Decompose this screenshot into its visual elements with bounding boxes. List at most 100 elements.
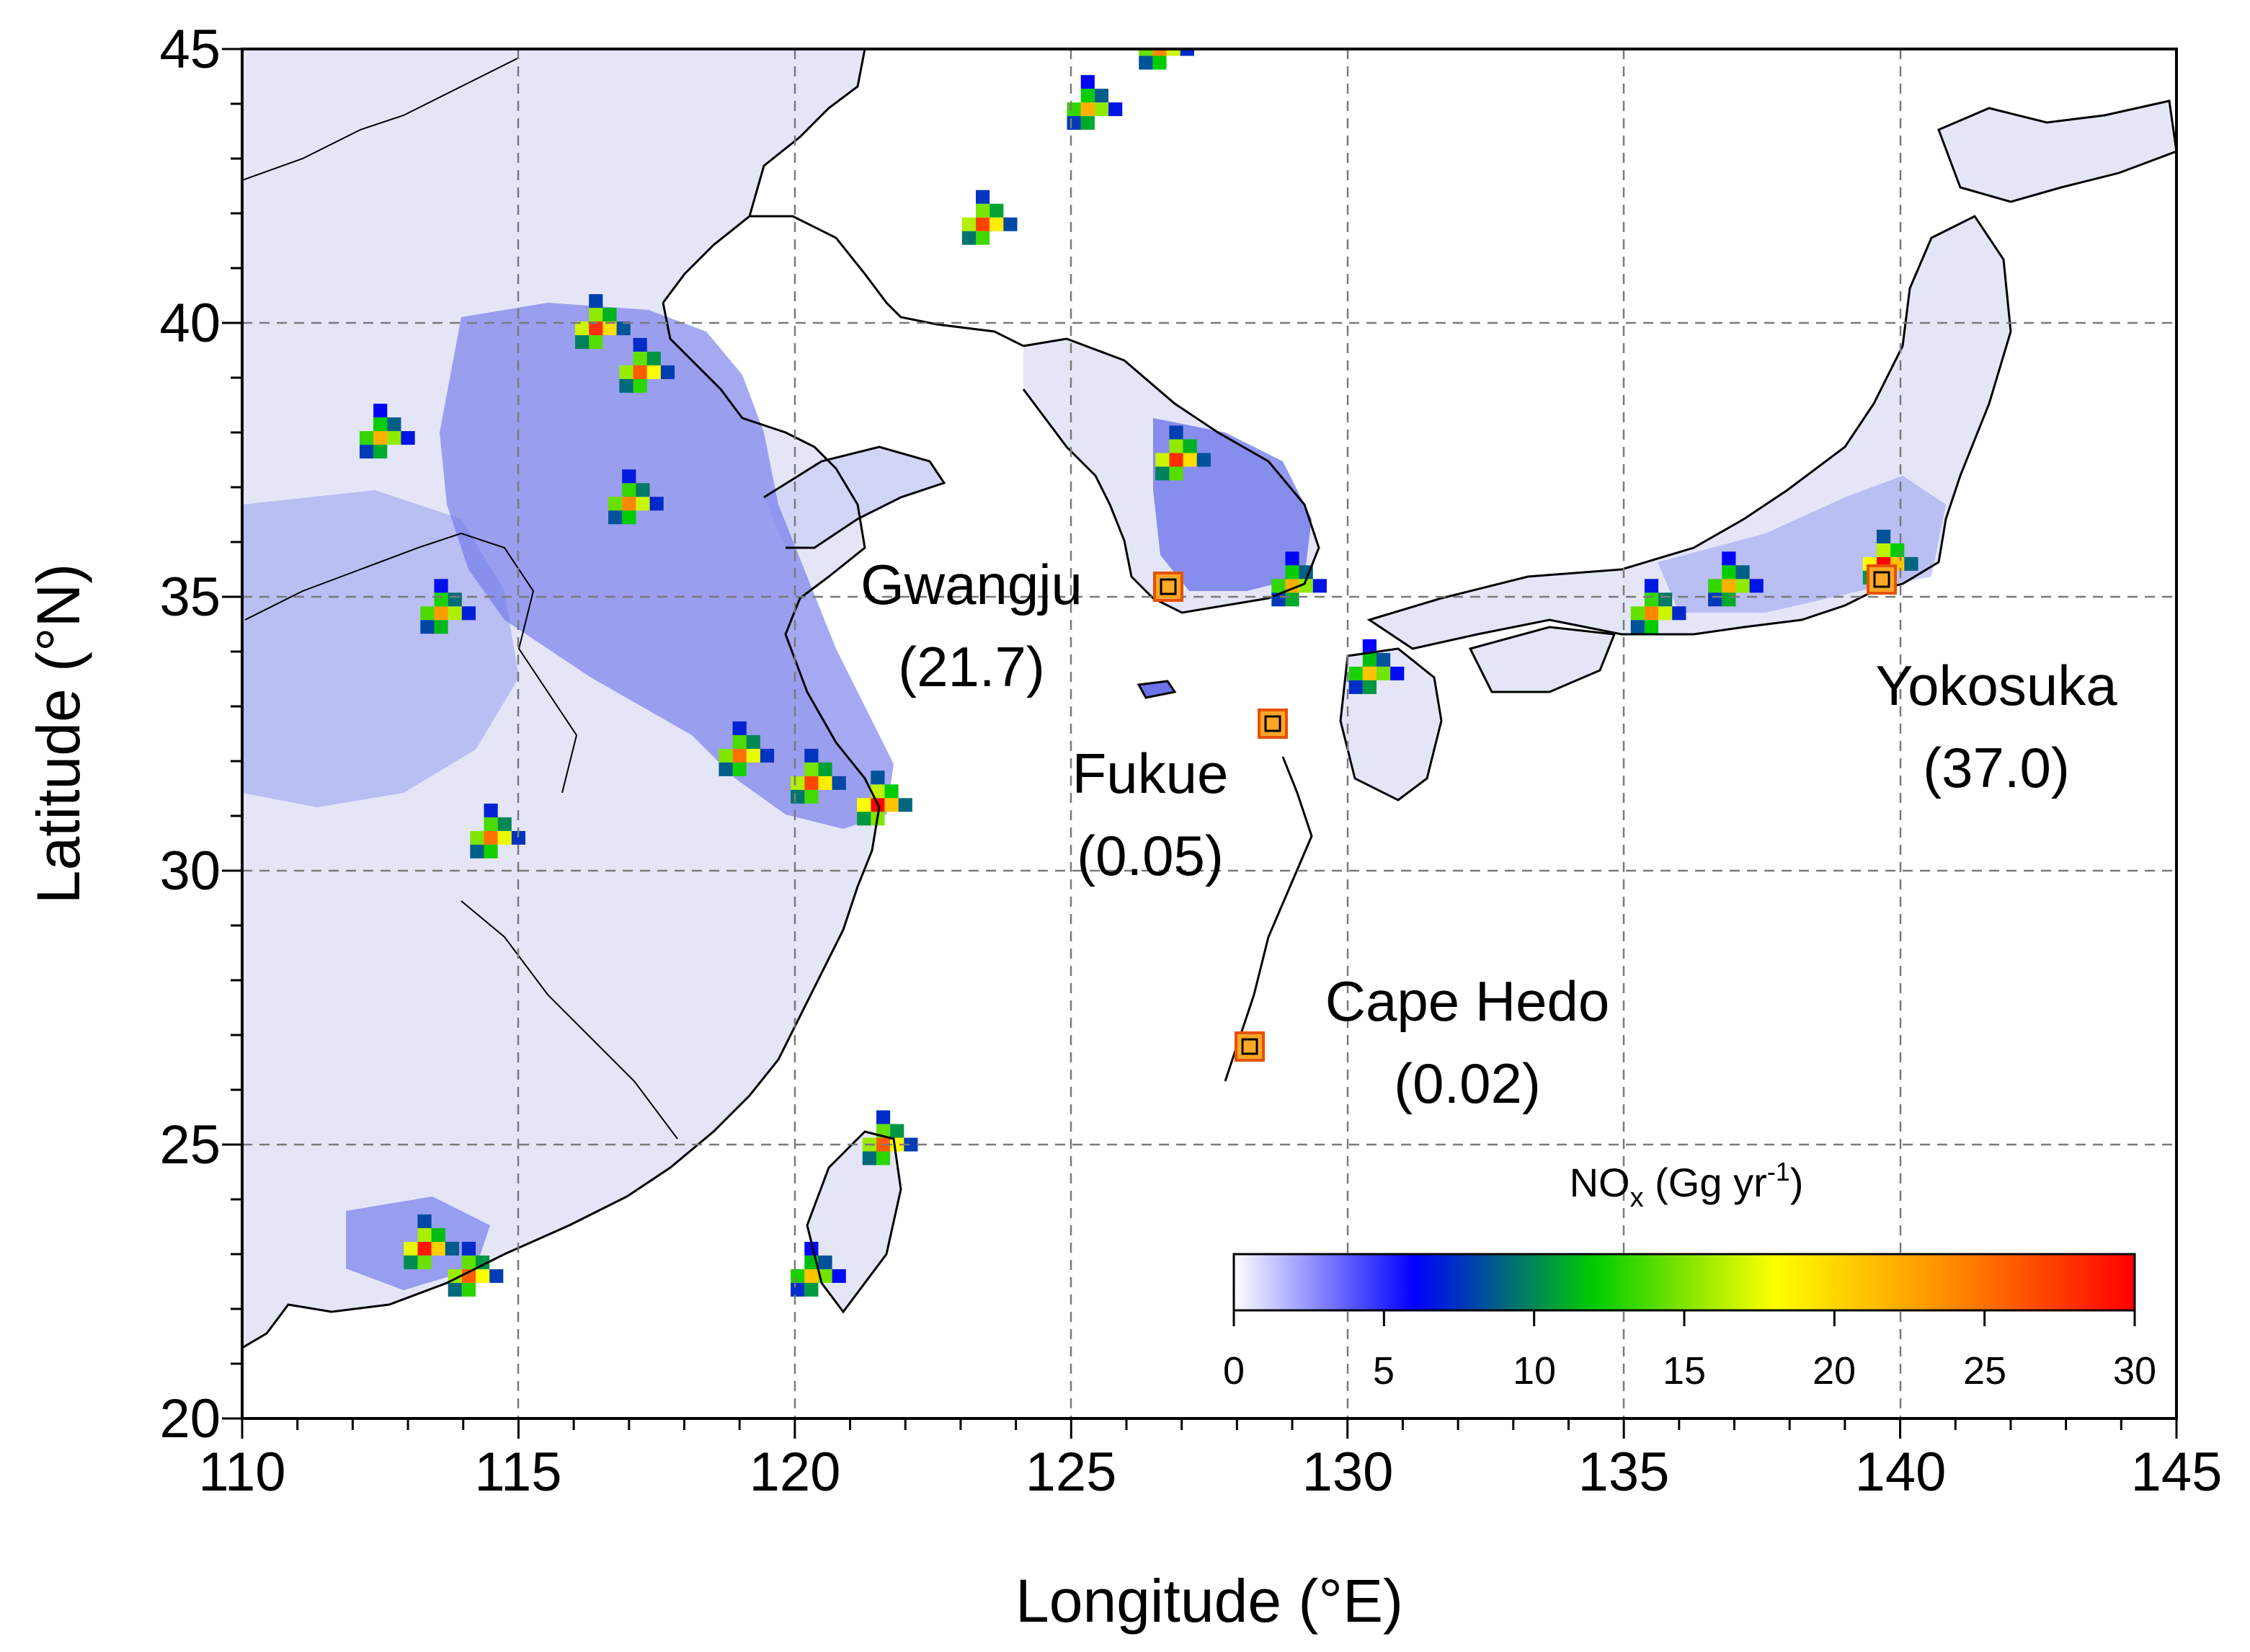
x-axis-title: Longitude (°E) <box>1015 1567 1403 1635</box>
emission-cell <box>1139 55 1153 70</box>
emission-cell <box>871 771 885 785</box>
cbar-label-10: 10 <box>1513 1349 1556 1393</box>
emission-cell <box>1196 453 1211 467</box>
bohai-coastline <box>662 49 866 303</box>
emission-cell <box>484 817 498 831</box>
axis-ticks <box>222 48 2178 1439</box>
emission-cell <box>1169 453 1183 467</box>
emission-cell <box>431 1227 445 1242</box>
y-tick-20: 20 <box>159 1388 221 1449</box>
emission-cells <box>161 15 1918 1297</box>
emission-cell <box>1080 102 1095 117</box>
emission-cell <box>448 1282 462 1297</box>
emission-cell <box>871 784 885 799</box>
emission-cell <box>622 497 636 511</box>
emission-cell <box>161 642 174 656</box>
emission-cell <box>1155 453 1170 467</box>
emission-cell <box>484 803 498 817</box>
site-cape-hedo-value: (0.02) <box>1394 1052 1541 1115</box>
emission-cell <box>732 734 747 749</box>
emission-cell <box>832 1269 846 1283</box>
cbar-label-30: 30 <box>2113 1349 2156 1393</box>
emission-cell <box>1376 652 1391 667</box>
x-tick-145: 145 <box>2131 1442 2223 1503</box>
emission-cell <box>636 497 650 511</box>
emission-cell <box>1067 116 1081 130</box>
korea-coastline <box>1022 337 1320 614</box>
emission-cell <box>359 431 374 445</box>
site-markers <box>1153 564 1897 1062</box>
emission-cell <box>1139 49 1153 56</box>
emission-cell <box>373 431 388 445</box>
emission-cell <box>448 606 462 621</box>
emission-cell <box>1348 680 1363 694</box>
emission-cell <box>791 776 805 790</box>
emission-cell <box>890 1124 904 1138</box>
inner-boundary-2 <box>244 532 578 794</box>
site-yokosuka-value: (37.0) <box>1923 736 2070 799</box>
emission-cell <box>646 365 661 379</box>
site-gwangju-name: Gwangju <box>861 553 1082 616</box>
emission-cell <box>1362 652 1377 667</box>
emission-cell <box>434 620 448 634</box>
emission-cell <box>1080 116 1095 130</box>
emission-cell <box>732 721 747 735</box>
taiwan-coastline <box>806 1130 902 1314</box>
x-tick-110: 110 <box>198 1442 285 1503</box>
emission-cell <box>484 830 498 845</box>
emission-cell <box>832 776 846 790</box>
emission-cell <box>489 1269 504 1283</box>
emission-cell <box>1080 75 1095 89</box>
emission-cell <box>904 1137 918 1152</box>
emission-cell <box>622 510 636 525</box>
emission-cell <box>1904 556 1918 571</box>
emission-cell <box>884 784 899 799</box>
x-tick-125: 125 <box>1026 1442 1117 1503</box>
emission-cell <box>202 629 215 642</box>
emission-cell <box>884 798 899 812</box>
emission-cell <box>857 812 871 826</box>
emission-cell <box>511 830 526 845</box>
emission-cell <box>1155 466 1170 481</box>
emission-cell <box>976 217 990 231</box>
emission-cell <box>1094 89 1109 103</box>
coastlines <box>242 49 2176 1349</box>
emission-cell <box>1299 579 1313 593</box>
site-fukue-value: (0.05) <box>1077 824 1224 887</box>
emission-cell <box>619 378 633 393</box>
emission-cell <box>1890 543 1905 557</box>
emission-cell <box>1167 29 1180 43</box>
emission-cell <box>174 642 188 656</box>
emission-cell <box>857 798 871 812</box>
emission-cell <box>1630 620 1645 634</box>
emission-cell <box>401 431 415 445</box>
emission-cell <box>575 321 590 336</box>
emission-cell <box>188 629 202 642</box>
emission-cell <box>1390 666 1405 680</box>
colorbar-tick-labels: 0 5 10 15 20 25 30 <box>1223 1349 2156 1393</box>
site-cape-hedo-name: Cape Hedo <box>1325 969 1610 1033</box>
plot-area <box>161 15 2178 1420</box>
emission-cell <box>445 1241 459 1256</box>
emission-cell <box>622 469 636 484</box>
shikoku-coastline <box>1468 626 1617 693</box>
emission-cell <box>420 606 435 621</box>
emission-cell <box>1285 592 1299 607</box>
emission-cell <box>1271 579 1286 593</box>
emission-cell <box>589 308 603 322</box>
emission-cell <box>497 817 512 831</box>
emission-cell <box>622 483 636 497</box>
emission-cell <box>1183 453 1197 467</box>
emission-cell <box>1166 49 1180 56</box>
emission-cell <box>990 217 1004 231</box>
x-tick-labels: 110 115 120 125 130 135 140 145 <box>198 1442 2222 1503</box>
emission-cell <box>1152 15 1166 29</box>
emission-cell <box>1658 592 1673 607</box>
site-gwangju-value: (21.7) <box>898 635 1045 698</box>
cbar-label-0: 0 <box>1223 1349 1245 1393</box>
emission-cell <box>461 1282 476 1297</box>
emission-cell <box>976 190 990 204</box>
emission-cell <box>1876 543 1891 557</box>
emission-cell <box>589 335 603 350</box>
emission-cell <box>633 351 647 365</box>
